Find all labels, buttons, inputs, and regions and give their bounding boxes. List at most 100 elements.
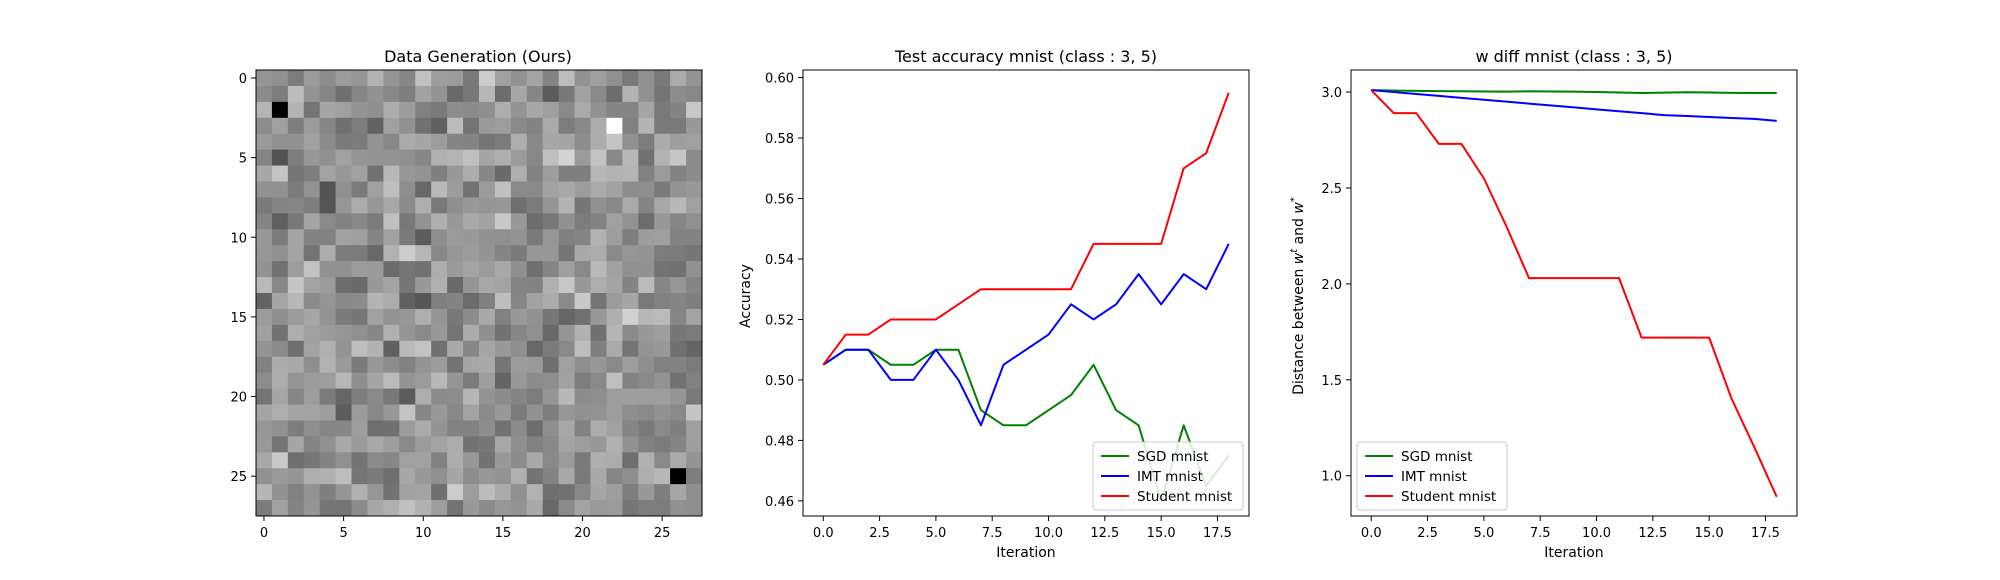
- heatmap-cell: [622, 85, 639, 103]
- heatmap-cell: [367, 372, 384, 390]
- heatmap-cell: [351, 388, 368, 405]
- heatmap-cell: [558, 340, 576, 358]
- heatmap-cell: [447, 197, 464, 214]
- heatmap-cell: [256, 500, 273, 517]
- heatmap-cell: [383, 197, 400, 214]
- heatmap-cell: [271, 70, 289, 87]
- heatmap-cell: [335, 197, 353, 214]
- heatmap-cell: [622, 133, 639, 151]
- heatmap-cell: [399, 245, 416, 262]
- heatmap-cell: [367, 101, 384, 119]
- heatmap-cell: [574, 245, 591, 262]
- heatmap-cell: [510, 340, 528, 358]
- heatmap-cell: [399, 277, 416, 294]
- heatmap-cell: [271, 245, 289, 262]
- heatmap-cell: [271, 324, 289, 342]
- heatmap-cell: [494, 197, 512, 214]
- heatmap-cell: [558, 85, 576, 103]
- heatmap-cell: [303, 117, 321, 135]
- heatmap-cell: [638, 117, 655, 135]
- heatmap-cell: [590, 277, 607, 294]
- heatmap-cell: [351, 500, 368, 517]
- heatmap-cell: [303, 340, 321, 358]
- x-tick-label: 7.5: [1530, 526, 1551, 541]
- heatmap-cell: [510, 452, 528, 469]
- legend-frame: [1092, 441, 1244, 511]
- heatmap-cell: [654, 70, 671, 87]
- heatmap-cell: [447, 500, 464, 517]
- heatmap-cell: [574, 181, 591, 198]
- heatmap-cell: [383, 229, 400, 246]
- heatmap-cell: [367, 70, 384, 87]
- heatmap-cell: [271, 452, 289, 469]
- heatmap-cell: [319, 308, 337, 326]
- heatmap-cell: [367, 197, 384, 214]
- heatmap-cell: [479, 245, 496, 262]
- heatmap-cell: [399, 452, 416, 469]
- heatmap-cell: [399, 85, 416, 103]
- heatmap-cell: [271, 117, 289, 135]
- heatmap-cell: [447, 308, 464, 326]
- heatmap-cell: [431, 181, 448, 198]
- heatmap-cell: [670, 436, 687, 453]
- heatmap-cell: [510, 165, 528, 182]
- heatmap-cell: [638, 70, 655, 87]
- accuracy-chart-panel: Test accuracy mnist (class : 3, 5) Itera…: [738, 47, 1250, 561]
- heatmap-cell: [670, 500, 687, 517]
- heatmap-cell: [256, 340, 273, 358]
- heatmap-cell: [638, 181, 655, 198]
- heatmap-cell: [415, 308, 432, 326]
- heatmap-cell: [431, 117, 448, 135]
- y-tick-label: 0.52: [765, 313, 794, 328]
- heatmap-cell: [383, 261, 400, 278]
- heatmap-cell: [526, 404, 544, 421]
- heatmap-cell: [256, 261, 273, 278]
- heatmap-cell: [494, 70, 512, 87]
- heatmap-cell: [463, 372, 480, 390]
- heatmap-cell: [256, 420, 273, 437]
- heatmap-cell: [654, 404, 671, 421]
- heatmap-cell: [686, 436, 703, 453]
- heatmap-cell: [574, 324, 591, 342]
- heatmap-cell: [447, 293, 464, 310]
- heatmap-cell: [479, 181, 496, 198]
- heatmap-cell: [431, 484, 448, 501]
- heatmap-cell: [479, 70, 496, 87]
- heatmap-cell: [351, 101, 368, 119]
- heatmap-cell: [256, 229, 273, 246]
- heatmap-cell: [415, 277, 432, 294]
- heatmap-cell: [383, 101, 400, 119]
- heatmap-cell: [590, 165, 607, 182]
- heatmap-cell: [351, 372, 368, 390]
- heatmap-cell: [431, 468, 448, 485]
- heatmap-cell: [686, 213, 703, 230]
- heatmap-cell: [271, 404, 289, 421]
- heatmap-cell: [510, 372, 528, 390]
- heatmap-cell: [287, 277, 305, 294]
- heatmap-cell: [526, 149, 544, 167]
- heatmap-cell: [383, 245, 400, 262]
- heatmap-cell: [447, 340, 464, 358]
- heatmap-cell: [351, 197, 368, 214]
- heatmap-cell: [558, 117, 576, 135]
- heatmap-cell: [654, 420, 671, 437]
- heatmap-cell: [447, 165, 464, 182]
- heatmap-cell: [447, 277, 464, 294]
- heatmap-cell: [256, 468, 273, 485]
- heatmap-cell: [622, 277, 639, 294]
- heatmap-cell: [335, 436, 353, 453]
- heatmap-cell: [431, 324, 448, 342]
- heatmap-cell: [542, 484, 560, 501]
- heatmap-cell: [574, 277, 591, 294]
- heatmap-cell: [686, 197, 703, 214]
- heatmap-cell: [606, 308, 623, 326]
- heatmap-cell: [542, 404, 560, 421]
- heatmap-cell: [367, 277, 384, 294]
- heatmap-cell: [431, 149, 448, 167]
- heatmap-cell: [399, 308, 416, 326]
- y-tick-label: 0.48: [765, 434, 794, 449]
- heatmap-cell: [479, 388, 496, 405]
- heatmap-cell: [542, 277, 560, 294]
- heatmap-cell: [526, 484, 544, 501]
- heatmap-cell: [303, 133, 321, 151]
